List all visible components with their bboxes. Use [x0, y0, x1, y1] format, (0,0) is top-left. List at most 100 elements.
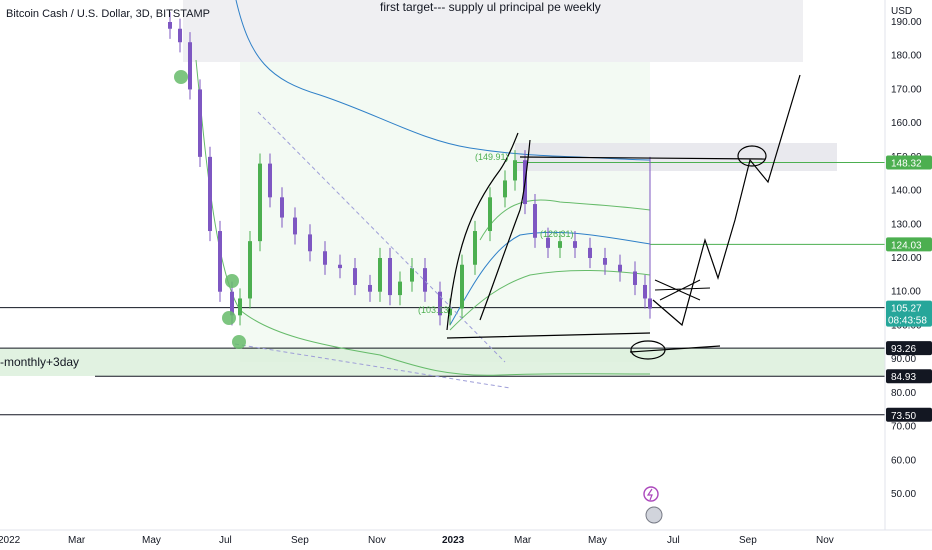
projection-sketch — [652, 74, 801, 327]
marker-3 — [222, 311, 236, 325]
price-badge-value: 148.32 — [891, 159, 922, 170]
candle-body — [448, 308, 452, 316]
candle-body — [280, 197, 284, 218]
candle-body — [410, 268, 414, 282]
y-tick-label: 120.00 — [891, 253, 922, 264]
time-axis[interactable] — [0, 530, 885, 550]
dashed-base-line — [234, 343, 511, 389]
candle-body — [503, 180, 507, 198]
price-badge-value: 84.93 — [891, 372, 916, 383]
x-tick-label: Jul — [667, 535, 680, 546]
candle-body — [558, 241, 562, 248]
x-tick-label: Mar — [514, 535, 532, 546]
candle-body — [218, 231, 222, 292]
x-tick-label: Sep — [739, 535, 757, 546]
price-badge-value: 93.26 — [891, 344, 916, 355]
lightning-glyph — [646, 488, 653, 501]
marker-2 — [225, 274, 239, 288]
price-badge — [886, 407, 932, 422]
label-149-91: (149.91) — [475, 152, 509, 162]
y-tick-label: 160.00 — [891, 118, 922, 129]
candle-body — [338, 264, 342, 269]
x-tick-label: Nov — [816, 535, 834, 546]
price-badge — [886, 155, 932, 170]
y-tick-label: 50.00 — [891, 489, 916, 500]
target-circle — [737, 145, 767, 167]
candle-body — [198, 89, 202, 157]
y-tick-label: 60.00 — [891, 455, 916, 466]
y-tick-label: 110.00 — [891, 287, 921, 298]
range-box — [240, 62, 650, 362]
candle-body — [573, 241, 577, 248]
ma-short-green — [449, 269, 651, 331]
lightning-icon[interactable] — [643, 486, 659, 502]
y-tick-label: 90.00 — [891, 354, 916, 365]
y-tick-label: 70.00 — [891, 422, 916, 433]
x-tick-label: Mar — [68, 535, 86, 546]
candle-body — [308, 234, 312, 252]
candle-body — [438, 291, 442, 316]
candle-body — [388, 258, 392, 296]
label-126-31: (126.31) — [540, 229, 574, 239]
candle-body — [473, 231, 477, 265]
projection-cross — [654, 279, 711, 301]
candle-body — [238, 298, 242, 316]
marker-1 — [174, 70, 188, 84]
supply-zone-top — [183, 0, 803, 62]
ma-short-blue — [449, 231, 651, 326]
flag-icon[interactable] — [645, 506, 663, 524]
candle-body — [643, 284, 647, 299]
candle-body — [546, 237, 550, 248]
label-103-13: (103.13) — [418, 305, 452, 315]
candle-body — [293, 217, 297, 235]
y-tick-label: 130.00 — [891, 219, 922, 230]
price-badge — [886, 341, 932, 356]
dashed-trendline — [257, 111, 506, 363]
x-tick-label: 2023 — [442, 535, 465, 546]
candle-body — [488, 197, 492, 232]
price-badge-value: 73.50 — [891, 411, 916, 422]
price-badge — [886, 237, 932, 252]
x-tick-label: Jul — [219, 535, 232, 546]
y-tick-label: 170.00 — [891, 84, 922, 95]
x-tick-label: May — [142, 535, 161, 546]
annotation-text: first target--- supply ul principal pe w… — [380, 0, 601, 14]
candle-body — [618, 264, 622, 272]
candle-body — [230, 291, 234, 316]
candle-body — [178, 28, 182, 43]
candle-body — [353, 268, 357, 285]
candle-body — [513, 160, 517, 181]
y-tick-label: 140.00 — [891, 186, 922, 197]
candle-body — [588, 247, 592, 258]
candle-body — [460, 264, 464, 309]
candle-body — [533, 204, 537, 238]
y-tick-label: 190.00 — [891, 17, 922, 28]
candle-body — [258, 163, 262, 242]
ma-mid — [195, 59, 651, 376]
x-tick-label: May — [588, 535, 607, 546]
candle-body — [368, 284, 372, 292]
y-tick-label: 180.00 — [891, 51, 922, 62]
x-ticks: 2022 Mar May Jul Sep Nov 2023 Mar May Jul Sep Nov — [0, 535, 834, 546]
candle-body — [633, 271, 637, 285]
x-tick-label: 2022 — [0, 535, 21, 546]
zone-label: -monthly+3day — [0, 355, 79, 369]
candle-body — [378, 258, 382, 292]
price-axis[interactable] — [885, 0, 932, 530]
price-badge-value: 124.03 — [891, 240, 922, 251]
x-tick-label: Sep — [291, 535, 309, 546]
horizontal-levels — [0, 162, 885, 416]
candle-body — [323, 251, 327, 265]
price-badge — [886, 300, 932, 327]
candle-body — [208, 156, 212, 232]
candle-body — [398, 281, 402, 296]
currency-label: USD — [891, 6, 912, 17]
candle-body — [268, 163, 272, 198]
candle-body — [248, 241, 252, 299]
candle-body — [188, 42, 192, 90]
x-tick-label: Nov — [368, 535, 386, 546]
y-tick-label: 80.00 — [891, 388, 916, 399]
price-badge-countdown: 08:43:58 — [888, 316, 927, 327]
